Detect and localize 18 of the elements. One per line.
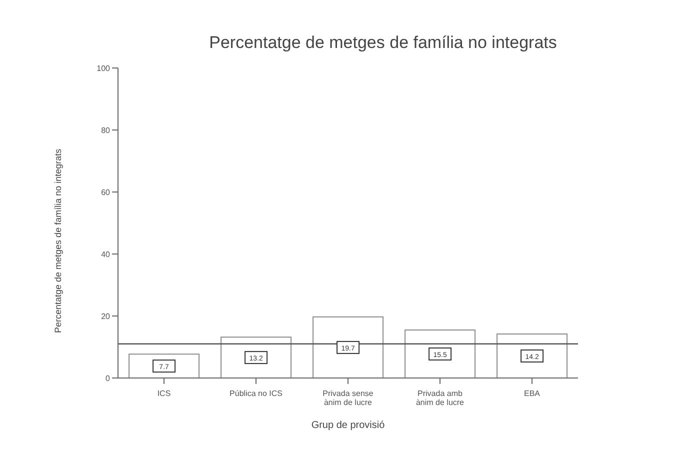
bar: [312, 316, 384, 378]
bar: [496, 333, 568, 378]
x-tick-label: EBA: [524, 389, 541, 398]
chart-title: Percentatge de metges de família no integrats: [209, 33, 557, 52]
x-axis-title: Grup de provisió: [311, 420, 386, 431]
x-tick-label: Privada sense ànim de lucre: [322, 389, 374, 407]
y-tick-label: 60: [101, 188, 111, 197]
x-tick-label: Pública no ICS: [230, 389, 282, 398]
y-axis-title: Percentatge de metges de família no integrats: [53, 148, 64, 333]
y-tick-label: 40: [101, 250, 111, 259]
bar: [220, 336, 292, 378]
y-tick-label: 20: [101, 312, 111, 321]
y-tick-label: 100: [96, 64, 111, 73]
bar: [404, 329, 476, 378]
y-tick-label: 80: [101, 126, 111, 135]
x-tick-label: Privada amb ànim de lucre: [416, 389, 465, 407]
x-tick-label: ICS: [157, 389, 171, 398]
y-tick-label: 0: [106, 374, 111, 383]
